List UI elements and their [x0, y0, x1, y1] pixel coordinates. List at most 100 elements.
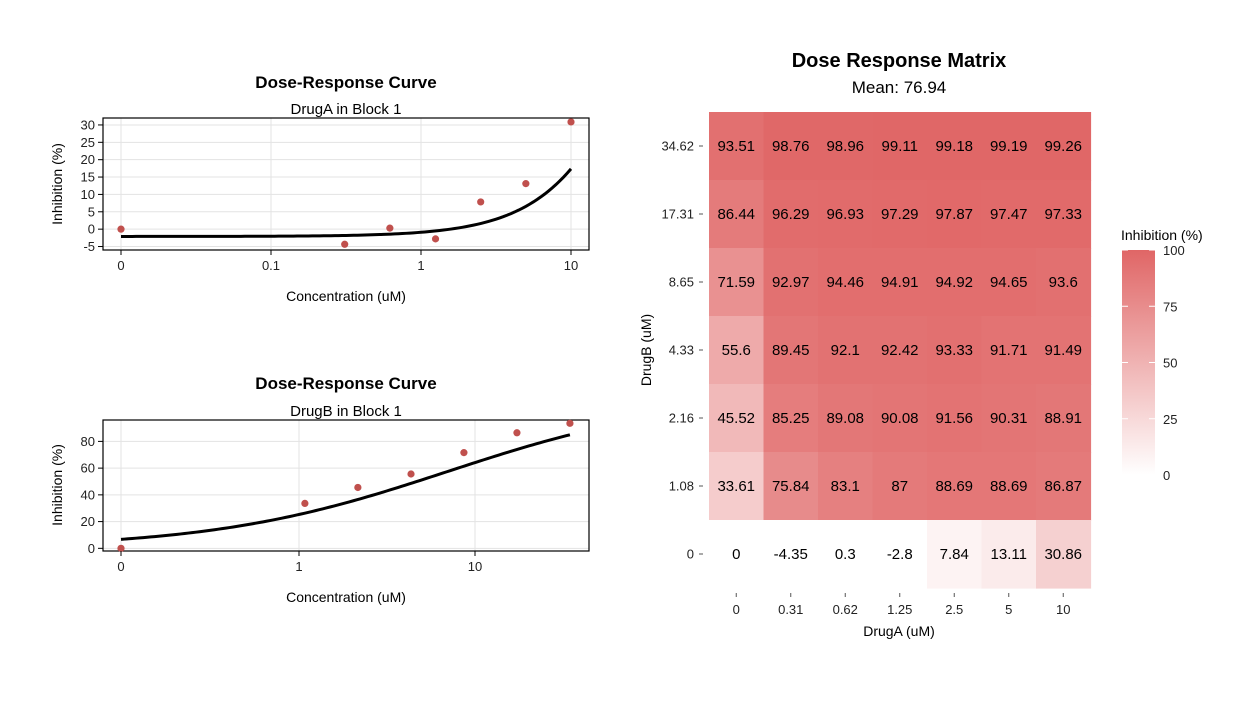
- matrix-cell: [981, 248, 1037, 317]
- p2-x-tick-label: 10: [468, 559, 482, 574]
- drug-b-panel: Dose-Response Curve DrugB in Block 1 0 1 1…: [49, 374, 590, 605]
- matrix-cell: [763, 316, 819, 385]
- matrix-cell: [981, 452, 1037, 521]
- drug-a-x-ticks: 0 0.1 1 10: [117, 250, 578, 273]
- p2-data-point: [566, 419, 574, 427]
- matrix-cell: [981, 520, 1037, 589]
- matrix-cell: [763, 384, 819, 453]
- matrix-legend: Inhibition (%) 0 25 50 75 100: [1121, 227, 1203, 483]
- matrix-cell-label: 92.1: [831, 342, 860, 359]
- matrix-x-tick-label: 0.62: [833, 602, 858, 617]
- p1-data-point: [522, 180, 530, 188]
- matrix-cell-label: 97.87: [935, 206, 973, 223]
- matrix-cell: [818, 316, 874, 385]
- matrix-cell: [872, 112, 928, 181]
- drug-a-fit-curve: [121, 167, 573, 238]
- matrix-cell-label: 89.08: [826, 410, 864, 427]
- drug-a-points: [117, 118, 575, 248]
- matrix-cell-label: 99.11: [882, 138, 918, 155]
- p2-y-tick-label: 40: [81, 487, 95, 502]
- matrix-cell-label: 93.6: [1049, 274, 1078, 291]
- drug-a-title: Dose-Response Curve: [255, 73, 436, 92]
- p1-x-tick-label: 0.1: [262, 258, 280, 273]
- p2-data-point: [301, 499, 309, 507]
- p2-data-point: [117, 544, 125, 552]
- p1-data-point: [117, 225, 125, 233]
- matrix-cell: [1036, 316, 1092, 385]
- matrix-cell-label: 7.84: [940, 546, 969, 563]
- matrix-cell: [927, 248, 983, 317]
- drug-a-panel: Dose-Response Curve DrugA in Block 1 0 0.…: [49, 73, 590, 304]
- matrix-cell: [763, 112, 819, 181]
- drug-a-gridlines: [103, 118, 589, 250]
- matrix-title: Dose Response Matrix: [792, 50, 1007, 72]
- drug-a-y-label: Inhibition (%): [49, 143, 65, 225]
- p1-x-tick-label: 1: [417, 258, 424, 273]
- p1-y-tick-label: -5: [83, 239, 95, 254]
- matrix-cell: [709, 248, 765, 317]
- matrix-cell-label: 55.6: [722, 342, 751, 359]
- matrix-cell-label: 0: [732, 546, 740, 563]
- matrix-x-ticks: 0 0.31 0.62 1.25 2.5 5 10: [733, 593, 1070, 617]
- matrix-cell: [818, 248, 874, 317]
- matrix-cell-label: 94.91: [881, 274, 919, 291]
- matrix-cell-label: 96.29: [772, 206, 810, 223]
- matrix-cell-label: 99.26: [1044, 138, 1082, 155]
- matrix-cell-label: 91.49: [1044, 342, 1082, 359]
- p1-data-point: [477, 198, 485, 206]
- matrix-cell: [981, 316, 1037, 385]
- matrix-cell-label: 91.71: [990, 342, 1028, 359]
- matrix-cell: [927, 316, 983, 385]
- matrix-cell: [1036, 384, 1092, 453]
- p1-y-tick-label: 10: [81, 187, 95, 202]
- matrix-y-tick-label: 2.16: [669, 411, 694, 426]
- matrix-cell-label: 98.96: [826, 138, 864, 155]
- drug-b-subtitle: DrugB in Block 1: [290, 403, 402, 420]
- matrix-cell: [872, 316, 928, 385]
- drug-a-subtitle: DrugA in Block 1: [291, 101, 402, 118]
- drug-b-x-label: Concentration (uM): [286, 589, 406, 605]
- p1-y-tick-label: 25: [81, 135, 95, 150]
- p1-y-tick-label: 0: [88, 222, 95, 237]
- matrix-cell-label: 99.18: [935, 138, 973, 155]
- p2-y-tick-label: 60: [81, 461, 95, 476]
- matrix-cell: [709, 180, 765, 249]
- matrix-cell: [1036, 180, 1092, 249]
- p2-data-point: [460, 449, 468, 457]
- matrix-cell: [818, 384, 874, 453]
- matrix-cell: [1036, 520, 1092, 589]
- p2-y-tick-label: 0: [88, 541, 95, 556]
- matrix-x-tick-label: 5: [1005, 602, 1012, 617]
- legend-tick-label: 100: [1163, 243, 1185, 258]
- p1-y-tick-label: 20: [81, 152, 95, 167]
- matrix-cell: [872, 520, 928, 589]
- matrix-x-tick-label: 10: [1056, 602, 1070, 617]
- matrix-cell: [763, 248, 819, 317]
- drug-a-y-ticks: -5 0 5 10 15 20 25 30: [81, 117, 103, 254]
- matrix-cell: [818, 112, 874, 181]
- matrix-cell: [709, 520, 765, 589]
- matrix-cell: [981, 112, 1037, 181]
- matrix-cell-label: 97.33: [1044, 206, 1082, 223]
- p2-y-tick-label: 80: [81, 434, 95, 449]
- matrix-y-label: DrugB (uM): [638, 314, 654, 386]
- matrix-cells: 93.51 98.76 98.96 99.11 99.18 99.19 99.26 86.44…: [709, 112, 1092, 589]
- matrix-x-label: DrugA (uM): [863, 623, 935, 639]
- matrix-cell-label: 94.92: [935, 274, 973, 291]
- matrix-cell-label: 93.33: [935, 342, 973, 359]
- legend-tick-label: 25: [1163, 412, 1177, 427]
- matrix-cell: [927, 180, 983, 249]
- matrix-cell: [818, 520, 874, 589]
- matrix-cell-label: 91.56: [935, 410, 973, 427]
- drug-b-points: [117, 419, 574, 552]
- legend-ticks: 0 25 50 75 100: [1122, 243, 1185, 483]
- matrix-cell-label: 87: [891, 478, 908, 495]
- matrix-y-tick-label: 17.31: [661, 207, 694, 222]
- dose-response-matrix: Dose Response Matrix Mean: 76.94 93.51 98…: [638, 50, 1203, 639]
- matrix-cell: [763, 452, 819, 521]
- p2-data-point: [354, 483, 362, 492]
- matrix-y-tick-label: 8.65: [669, 275, 694, 290]
- matrix-x-tick-label: 1.25: [887, 602, 912, 617]
- p1-x-tick-label: 10: [564, 258, 578, 273]
